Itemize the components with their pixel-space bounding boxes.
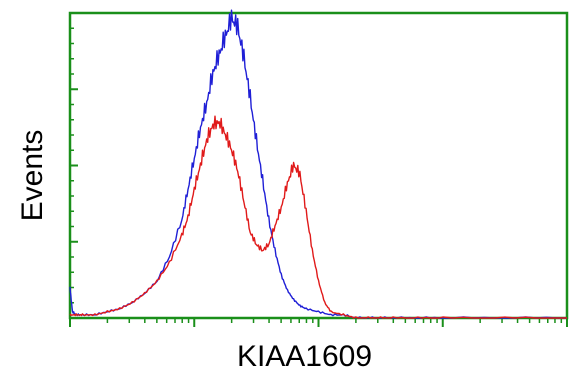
x-axis-label: KIAA1609 xyxy=(237,340,372,373)
plot-frame xyxy=(68,11,569,320)
series-line-1 xyxy=(69,9,567,319)
x-axis-ticks xyxy=(69,318,568,327)
series-line-2 xyxy=(69,115,567,319)
y-axis-ticks xyxy=(70,12,78,319)
series-layer xyxy=(69,9,567,319)
y-axis-label: Events xyxy=(16,130,49,222)
